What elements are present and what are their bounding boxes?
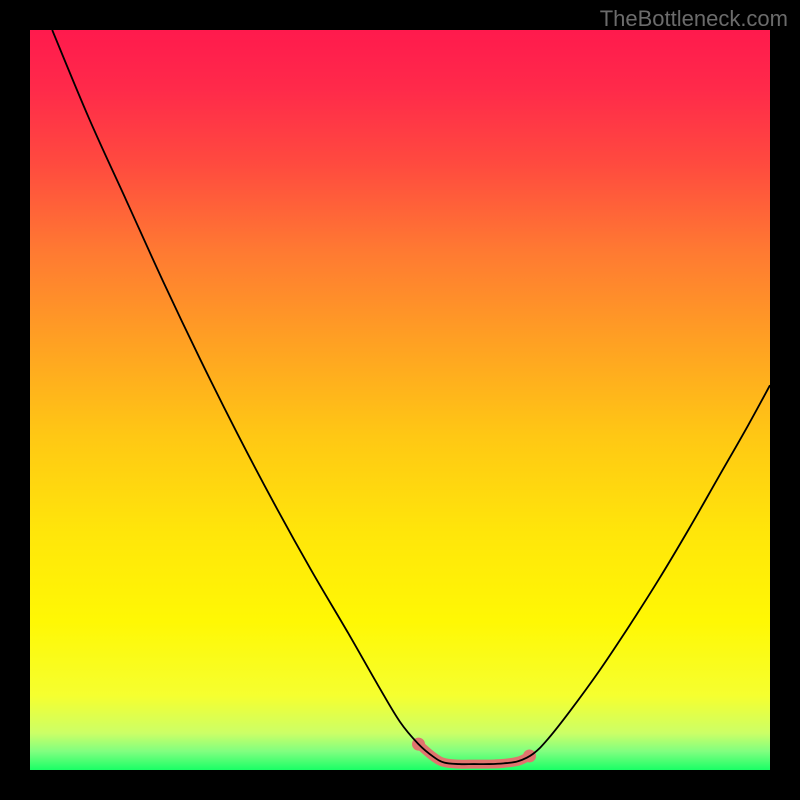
plot-area bbox=[30, 30, 770, 770]
chart-svg bbox=[30, 30, 770, 770]
watermark-text: TheBottleneck.com bbox=[600, 6, 788, 32]
chart-container: TheBottleneck.com bbox=[0, 0, 800, 800]
gradient-background bbox=[30, 30, 770, 770]
